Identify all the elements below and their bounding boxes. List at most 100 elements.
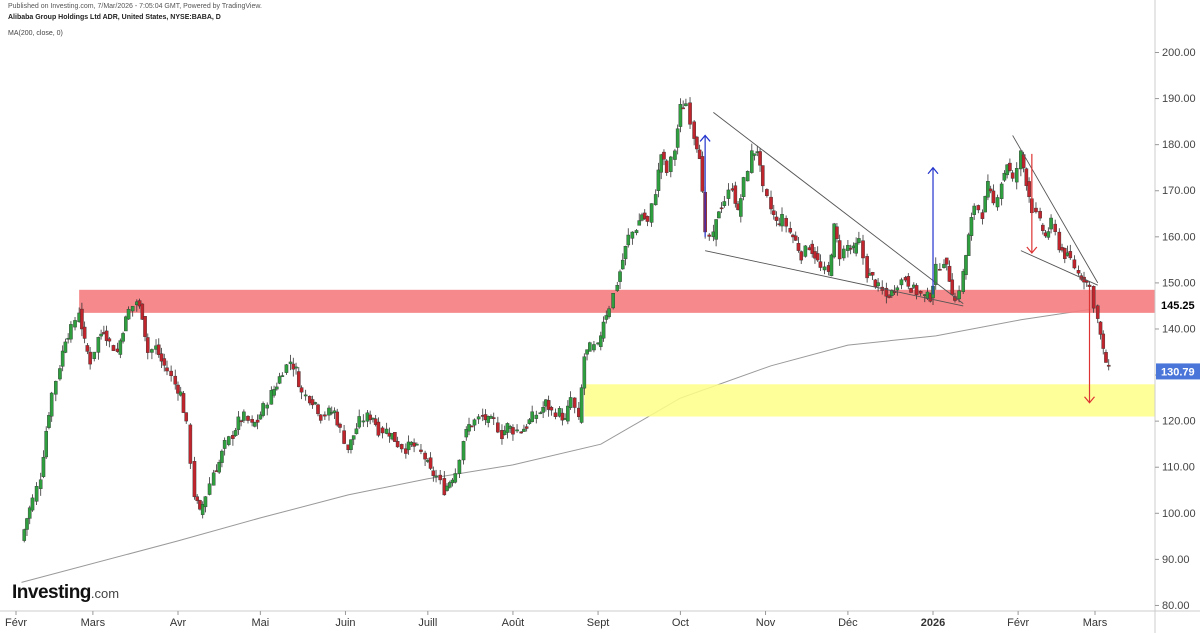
x-tick-label: 2026 [921, 617, 945, 629]
candle-body [239, 420, 243, 423]
candle-body [280, 375, 285, 377]
candle-body [284, 364, 289, 373]
candle-body [524, 426, 529, 429]
candle-body [1098, 321, 1103, 335]
x-tick-label: Oct [672, 617, 689, 629]
candle-body [165, 367, 169, 372]
candle-body [964, 255, 968, 276]
price-label-last-box [1156, 363, 1200, 380]
candle-body [303, 394, 308, 397]
candle-body [511, 427, 515, 435]
candle-body [538, 412, 543, 415]
candle-body [275, 386, 279, 390]
resistance-zone [79, 289, 1155, 313]
candle-body [541, 407, 545, 413]
candle-body [269, 390, 274, 405]
candle-body [299, 387, 304, 393]
candle-body [327, 407, 331, 416]
candle-body [82, 326, 87, 339]
price-label-last: 130.79 [1161, 366, 1195, 378]
candle-body [130, 305, 135, 312]
y-tick-label: 160.00 [1162, 231, 1196, 243]
y-tick-label: 80.00 [1162, 600, 1190, 612]
x-tick-label: Sept [587, 617, 610, 629]
candle-body [85, 345, 90, 352]
candle-body [242, 411, 246, 421]
candle-body [181, 393, 186, 413]
candle-body [752, 153, 757, 156]
candle-body [457, 459, 462, 474]
candle-body [659, 154, 664, 173]
candle-body [592, 344, 596, 351]
trendline [705, 250, 964, 307]
candle-body [253, 422, 257, 427]
candle-body [788, 228, 793, 233]
candle-body [99, 333, 103, 337]
x-tick-label: Févr [5, 617, 27, 629]
candle-body [722, 201, 727, 206]
candle-body [1057, 231, 1062, 251]
candle-body [41, 457, 46, 477]
candle-body [714, 219, 718, 240]
candle-body [876, 282, 880, 287]
candle-body [404, 448, 408, 454]
candle-body [54, 380, 58, 395]
candle-body [393, 432, 397, 442]
candle-body [222, 440, 227, 449]
candle-body [796, 242, 801, 251]
candle-body [376, 421, 381, 436]
candle-body [313, 402, 318, 404]
candle-body [445, 485, 449, 491]
candle-body [415, 443, 419, 446]
candle-body [318, 414, 323, 421]
candle-body [870, 272, 875, 276]
candle-body [63, 341, 68, 353]
ma200-line [21, 307, 1098, 583]
candle-body [217, 462, 221, 473]
candle-body [599, 335, 603, 347]
candle-body [176, 384, 180, 394]
candle-body [656, 169, 661, 191]
candle-body [395, 441, 400, 448]
candle-body [294, 366, 298, 369]
candle-body [969, 217, 974, 236]
y-tick-label: 180.00 [1162, 139, 1196, 151]
candle-body [296, 371, 301, 388]
candle-body [675, 128, 680, 148]
candle-body [618, 271, 622, 282]
candle-body [566, 405, 570, 422]
candle-body [351, 435, 356, 440]
candle-body [92, 351, 97, 359]
candle-body [626, 234, 631, 246]
candle-body [1084, 280, 1089, 283]
candle-body [357, 416, 361, 428]
candle-body [793, 235, 798, 241]
candle-body [653, 194, 658, 206]
candle-body [810, 243, 815, 255]
candle-body [124, 316, 128, 332]
candle-body [104, 330, 109, 341]
candle-body [261, 403, 265, 416]
candle-body [837, 240, 842, 260]
candle-body [515, 429, 519, 432]
candle-body [669, 156, 673, 172]
candle-body [25, 518, 29, 530]
candle-body [438, 474, 442, 481]
candle-body [673, 150, 677, 160]
candle-body [49, 392, 54, 417]
candle-body [999, 183, 1004, 199]
candle-body [623, 246, 628, 260]
candle-body [143, 316, 147, 337]
candle-body [332, 410, 337, 413]
candle-body [469, 425, 474, 428]
candle-body [611, 293, 615, 309]
candle-body [815, 253, 820, 261]
candle-body [771, 210, 776, 215]
candle-body [255, 419, 260, 423]
candle-body [829, 254, 834, 277]
candle-body [265, 404, 270, 409]
candle-body [211, 472, 216, 486]
arrow-up-head [927, 166, 939, 175]
candle-body [496, 422, 500, 433]
candle-body [58, 368, 62, 380]
